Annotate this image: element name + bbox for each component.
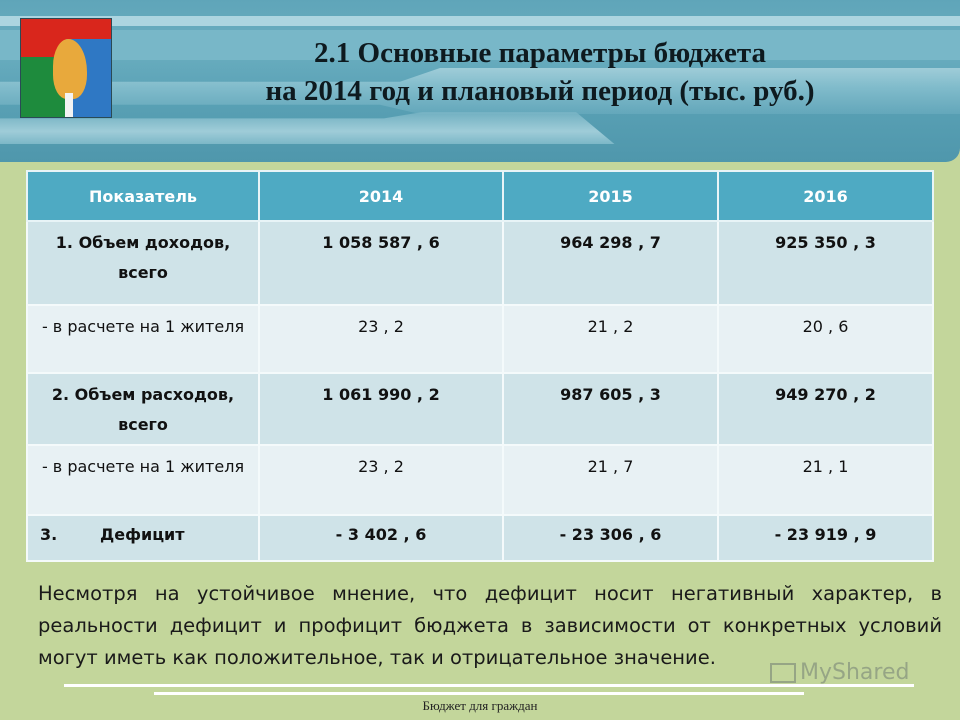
row-label-text: Дефицит bbox=[100, 525, 185, 544]
column-header-2014: 2014 bbox=[258, 170, 504, 222]
budget-table: Показатель 2014 2015 2016 1. Объем доход… bbox=[26, 170, 935, 562]
watermark-text: MyShared bbox=[800, 660, 910, 685]
footer-divider bbox=[154, 692, 804, 695]
cell-value: 1 058 587 , 6 bbox=[258, 220, 504, 306]
table-row-expenses-per-capita: - в расчете на 1 жителя 23 , 2 21 , 7 21… bbox=[26, 444, 935, 516]
cell-value: 20 , 6 bbox=[716, 304, 935, 374]
watermark: MyShared bbox=[770, 660, 909, 685]
row-label: 2. Объем расходов, всего bbox=[26, 372, 260, 446]
column-header-2016: 2016 bbox=[716, 170, 935, 222]
cell-value: 987 605 , 3 bbox=[502, 372, 719, 446]
row-label: 1. Объем доходов, всего bbox=[26, 220, 260, 306]
cell-value: 21 , 1 bbox=[716, 444, 935, 516]
table-row-revenue-per-capita: - в расчете на 1 жителя 23 , 2 21 , 2 20… bbox=[26, 304, 935, 374]
cell-value: 23 , 2 bbox=[258, 444, 504, 516]
cell-value: 949 270 , 2 bbox=[716, 372, 935, 446]
cell-value: 21 , 7 bbox=[502, 444, 719, 516]
column-header-indicator: Показатель bbox=[26, 170, 260, 222]
cell-value: - 23 919 , 9 bbox=[716, 514, 935, 562]
cell-value: 925 350 , 3 bbox=[716, 220, 935, 306]
cell-value: 964 298 , 7 bbox=[502, 220, 719, 306]
presentation-icon bbox=[770, 663, 796, 683]
table-row-expenses: 2. Объем расходов, всего 1 061 990 , 2 9… bbox=[26, 372, 935, 446]
row-number: 3. bbox=[40, 525, 58, 544]
title-line-1: 2.1 Основные параметры бюджета bbox=[314, 37, 766, 69]
cell-value: 23 , 2 bbox=[258, 304, 504, 374]
title-line-2: на 2014 год и плановый период (тыс. руб.… bbox=[265, 75, 815, 107]
cell-value: - 23 306 , 6 bbox=[502, 514, 719, 562]
table-header-row: Показатель 2014 2015 2016 bbox=[26, 170, 935, 222]
cell-value: - 3 402 , 6 bbox=[258, 514, 504, 562]
row-label: 3. Дефицит bbox=[26, 514, 260, 562]
slide-header: 2.1 Основные параметры бюджета на 2014 г… bbox=[0, 0, 960, 162]
table-row-revenue: 1. Объем доходов, всего 1 058 587 , 6 96… bbox=[26, 220, 935, 306]
coat-of-arms-icon bbox=[20, 18, 112, 118]
header-wave-decoration bbox=[0, 112, 615, 144]
cell-value: 21 , 2 bbox=[502, 304, 719, 374]
header-stripe bbox=[0, 30, 960, 60]
footer-divider bbox=[64, 684, 914, 687]
footer-caption: Бюджет для граждан bbox=[422, 698, 538, 713]
row-label: - в расчете на 1 жителя bbox=[26, 304, 260, 374]
table-row-deficit: 3. Дефицит - 3 402 , 6 - 23 306 , 6 - 23 … bbox=[26, 514, 935, 562]
page-title: 2.1 Основные параметры бюджета на 2014 г… bbox=[150, 34, 930, 110]
explanation-paragraph: Несмотря на устойчивое мнение, что дефиц… bbox=[38, 582, 942, 669]
row-label: - в расчете на 1 жителя bbox=[26, 444, 260, 516]
cell-value: 1 061 990 , 2 bbox=[258, 372, 504, 446]
column-header-2015: 2015 bbox=[502, 170, 719, 222]
header-stripe bbox=[0, 16, 960, 26]
